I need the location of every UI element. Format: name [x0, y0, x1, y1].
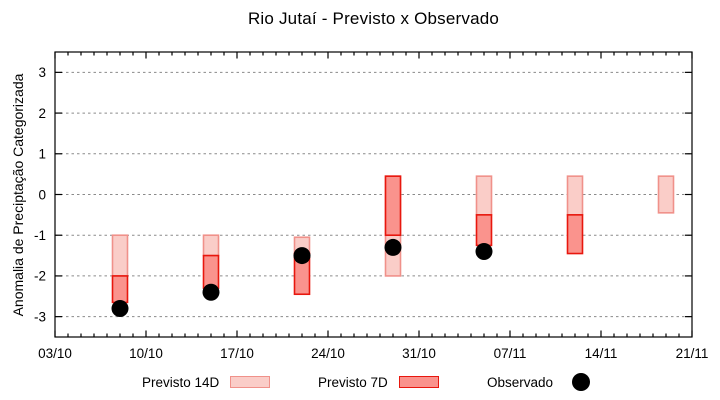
- legend-swatch-previsto-7d-icon: [398, 376, 439, 388]
- legend-item-previsto-14d: Previsto 14D: [142, 371, 271, 393]
- x-tick-label: 21/11: [676, 346, 709, 361]
- x-tick-label: 31/10: [402, 346, 436, 361]
- observed-dot: [202, 283, 220, 301]
- y-tick-label: -3: [34, 309, 46, 324]
- y-tick-label: 2: [38, 106, 46, 121]
- bar-previsto-14d: [111, 234, 129, 277]
- legend-swatch-previsto-14d-icon: [230, 376, 271, 388]
- x-tick-label: 24/10: [311, 346, 345, 361]
- y-tick-label: -1: [34, 228, 46, 243]
- bar-previsto-14d: [475, 175, 493, 216]
- legend-label-previsto-14d: Previsto 14D: [142, 374, 220, 390]
- bar-previsto-7d: [566, 214, 584, 255]
- observed-dot: [384, 238, 402, 256]
- observed-dot: [475, 243, 493, 260]
- bar-previsto-7d: [475, 214, 493, 247]
- legend-label-observado: Observado: [487, 374, 554, 390]
- legend-item-observado: Observado: [487, 371, 591, 393]
- legend-item-previsto-7d: Previsto 7D: [318, 371, 439, 393]
- chart-title: Rio Jutaí - Previsto x Observado: [247, 9, 500, 28]
- bar-previsto-14d: [657, 175, 675, 214]
- x-tick-label: 03/10: [38, 346, 72, 361]
- observed-dot: [293, 247, 311, 265]
- bar-previsto-14d: [566, 175, 584, 216]
- bar-previsto-7d: [384, 175, 402, 237]
- bar-previsto-7d: [111, 275, 129, 304]
- y-tick-label: 1: [38, 147, 46, 162]
- x-tick-label: 10/10: [129, 346, 163, 361]
- x-tick-label: 14/11: [585, 346, 618, 361]
- legend-dot-observado-icon: [572, 373, 591, 391]
- observed-dot: [111, 300, 129, 317]
- y-tick-label: 3: [38, 65, 46, 80]
- y-tick-label: -2: [34, 269, 46, 284]
- legend-label-previsto-7d: Previsto 7D: [318, 374, 388, 390]
- bar-previsto-7d: [202, 254, 220, 289]
- bar-previsto-14d: [202, 234, 220, 257]
- x-tick-label: 07/11: [494, 346, 527, 361]
- plot-border: [54, 51, 693, 338]
- y-tick-label: 0: [38, 187, 46, 202]
- x-tick-label: 17/10: [220, 346, 254, 361]
